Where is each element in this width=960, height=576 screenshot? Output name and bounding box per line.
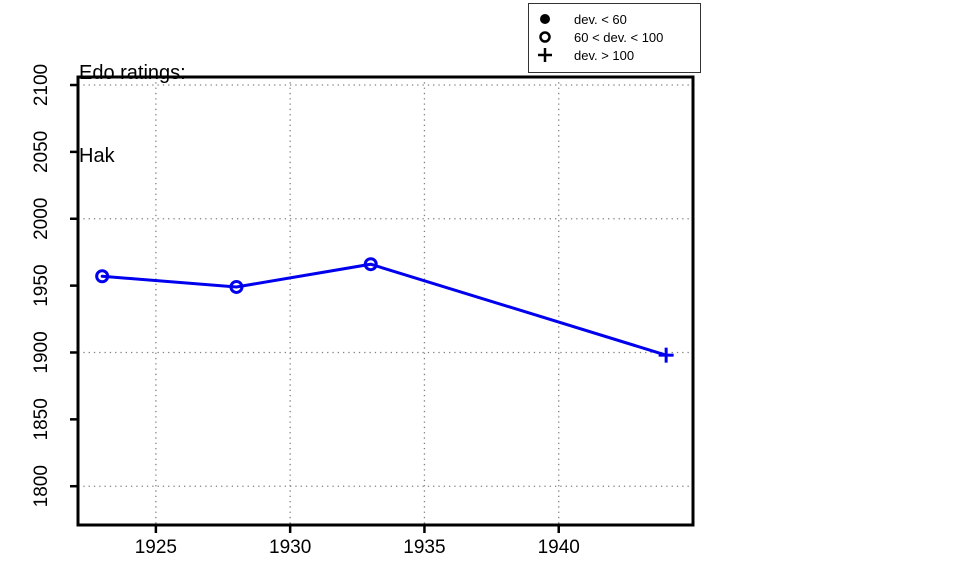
y-tick-label: 2100 [31,64,52,106]
data-point-open-circle [229,279,244,294]
chart-title-line2: Hak [79,144,115,167]
data-point-open-circle [363,257,378,272]
open-circle-icon [539,31,551,43]
x-tick-label: 1940 [538,537,580,558]
legend-item-label: dev. < 60 [574,11,627,27]
data-point-open-circle [95,269,110,284]
x-tick-label: 1925 [135,537,177,558]
x-tick-label: 1930 [269,537,311,558]
open-circle-glyph [539,31,551,43]
legend-item: dev. > 100 [529,46,700,64]
y-tick-label: 2050 [31,131,52,173]
filled-circle-icon [540,14,550,24]
y-tick-label: 2000 [31,198,52,240]
legend-item: 60 < dev. < 100 [529,28,700,46]
legend: dev. < 60 60 < dev. < 100 dev. > 100 [528,3,701,73]
legend-item-label: 60 < dev. < 100 [574,29,664,45]
legend-item: dev. < 60 [529,10,700,28]
rating-line [100,262,668,357]
filled-circle-glyph [540,14,550,24]
x-tick-label: 1935 [403,537,445,558]
y-tick-label: 1950 [31,264,52,306]
y-tick-label: 1850 [31,398,52,440]
legend-item-label: dev. > 100 [574,47,635,63]
plot-frame [76,75,695,527]
data-point-plus [658,347,674,363]
plus-icon [538,48,552,62]
y-tick-label: 1900 [31,331,52,373]
y-tick-label: 1800 [31,465,52,507]
